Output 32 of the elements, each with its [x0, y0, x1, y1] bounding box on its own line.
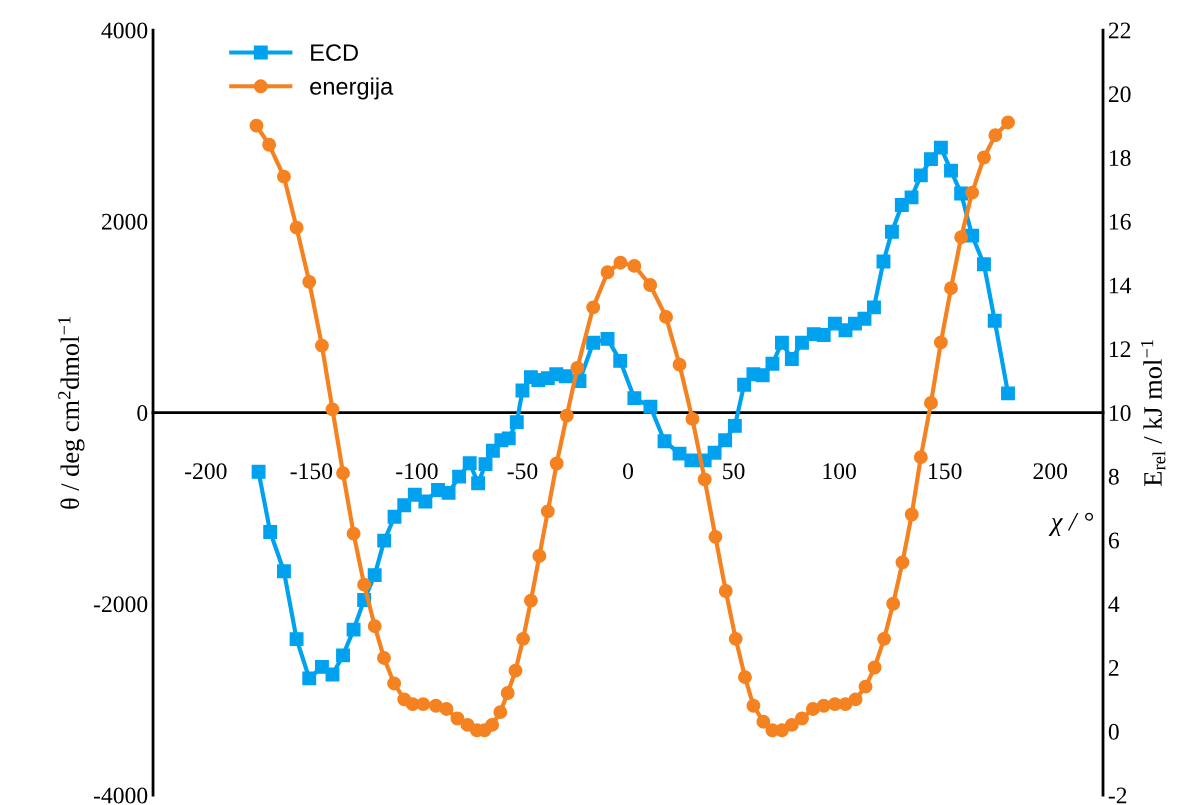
- y2-tick-label: 4: [1108, 596, 1120, 612]
- y-tick-label: 2000: [101, 213, 148, 230]
- x-tick-label: 200: [1033, 463, 1068, 480]
- y2-tick-label: -2: [1108, 787, 1127, 804]
- y2-tick-label: 0: [1108, 723, 1119, 740]
- y2-tick-label: 18: [1109, 150, 1131, 166]
- x-tick-label: 100: [823, 463, 856, 480]
- x-tick-label: -100: [396, 463, 438, 480]
- x-tick-label: 0: [623, 463, 634, 480]
- y2-tick-label: 22: [1108, 22, 1131, 39]
- y-axis-title: θ / deg cm$^{2}$dmol$^{−1}$: [58, 316, 85, 509]
- y2-tick-label: 10: [1109, 405, 1131, 421]
- legend-label: ECD: [311, 44, 358, 61]
- x-axis-title: χ / °: [1048, 512, 1094, 536]
- y2-tick-label: 12: [1109, 341, 1131, 357]
- y2-tick-label: 20: [1108, 86, 1131, 103]
- x-tick-label: -150: [290, 463, 333, 480]
- y-tick-label: -2000: [93, 596, 148, 613]
- y2-tick-label: 6: [1108, 532, 1119, 549]
- y2-tick-label: 16: [1109, 213, 1131, 230]
- x-tick-label: -50: [507, 463, 538, 480]
- y-tick-label: 4000: [101, 22, 148, 39]
- y-tick-label: 0: [137, 405, 148, 421]
- x-tick-label: 150: [929, 463, 962, 480]
- y2-tick-label: 14: [1109, 277, 1132, 294]
- y-tick-label: -4000: [93, 787, 148, 804]
- x-tick-label: 50: [723, 463, 745, 480]
- y2-axis-title: E$_{rel}$ / kJ mol$^{−1}$: [1140, 339, 1166, 487]
- legend-label: energija: [310, 77, 394, 100]
- x-tick-label: -200: [185, 463, 227, 480]
- y2-tick-label: 8: [1108, 468, 1119, 485]
- y2-tick-label: 2: [1108, 660, 1119, 676]
